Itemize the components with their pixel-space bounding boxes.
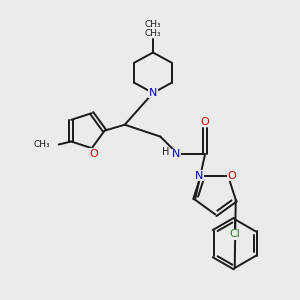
Text: N: N [172,149,180,160]
Text: O: O [227,171,236,181]
Text: N: N [149,88,157,98]
Text: CH₃: CH₃ [145,29,161,38]
Text: O: O [201,117,209,127]
Text: N: N [195,171,203,181]
Text: CH₃: CH₃ [145,20,161,29]
Text: Cl: Cl [229,229,240,239]
Text: O: O [89,148,98,159]
Text: H: H [162,147,169,157]
Text: CH₃: CH₃ [34,140,50,149]
